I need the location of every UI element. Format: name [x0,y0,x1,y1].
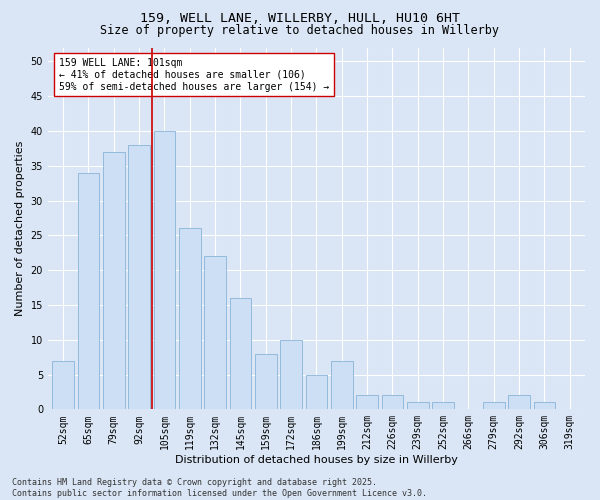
Bar [533,402,555,409]
Bar [305,374,327,410]
Text: 159 WELL LANE: 101sqm
← 41% of detached houses are smaller (106)
59% of semi-det: 159 WELL LANE: 101sqm ← 41% of detached … [59,58,329,92]
Y-axis label: Number of detached properties: Number of detached properties [15,140,25,316]
Bar [230,298,251,410]
Bar [382,396,403,409]
Bar [508,396,530,409]
Bar [154,131,175,409]
Bar [433,402,454,409]
Bar [356,396,378,409]
Bar [128,145,150,409]
Text: Contains HM Land Registry data © Crown copyright and database right 2025.
Contai: Contains HM Land Registry data © Crown c… [12,478,427,498]
Bar [331,360,353,410]
Bar [255,354,277,410]
X-axis label: Distribution of detached houses by size in Willerby: Distribution of detached houses by size … [175,455,458,465]
Bar [280,340,302,409]
Bar [77,173,99,410]
Text: 159, WELL LANE, WILLERBY, HULL, HU10 6HT: 159, WELL LANE, WILLERBY, HULL, HU10 6HT [140,12,460,26]
Bar [483,402,505,409]
Bar [179,228,200,410]
Bar [103,152,125,409]
Bar [205,256,226,410]
Bar [407,402,428,409]
Bar [52,360,74,410]
Text: Size of property relative to detached houses in Willerby: Size of property relative to detached ho… [101,24,499,37]
